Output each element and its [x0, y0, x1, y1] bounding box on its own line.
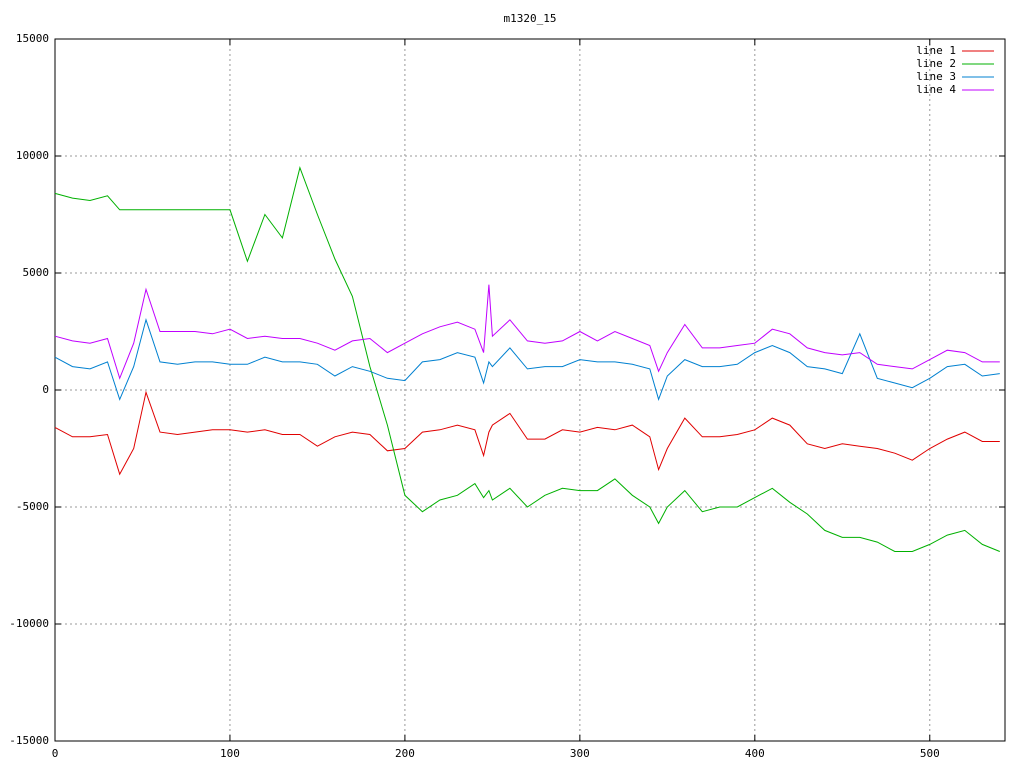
y-tick-label: -5000	[16, 500, 49, 513]
legend-label: line 3	[916, 70, 956, 83]
y-tick-label: -10000	[9, 617, 49, 630]
series-line	[54, 390, 1000, 476]
y-tick-label: -15000	[9, 734, 49, 747]
legend-label: line 2	[916, 57, 956, 70]
y-tick-label: 15000	[16, 32, 49, 45]
x-tick-label: 100	[220, 747, 240, 760]
legend-label: line 4	[916, 83, 956, 96]
chart-title: m1320_15	[504, 12, 557, 25]
x-tick-label: 500	[920, 747, 940, 760]
series-line	[54, 166, 1000, 552]
series-line	[54, 284, 1000, 380]
x-tick-label: 200	[395, 747, 415, 760]
x-tick-label: 300	[570, 747, 590, 760]
y-tick-label: 0	[42, 383, 49, 396]
series-line	[54, 318, 1000, 401]
x-tick-label: 0	[52, 747, 59, 760]
y-tick-label: 10000	[16, 149, 49, 162]
x-tick-label: 400	[745, 747, 765, 760]
plot-border	[54, 38, 1006, 742]
y-tick-label: 5000	[23, 266, 50, 279]
legend-label: line 1	[916, 44, 956, 57]
